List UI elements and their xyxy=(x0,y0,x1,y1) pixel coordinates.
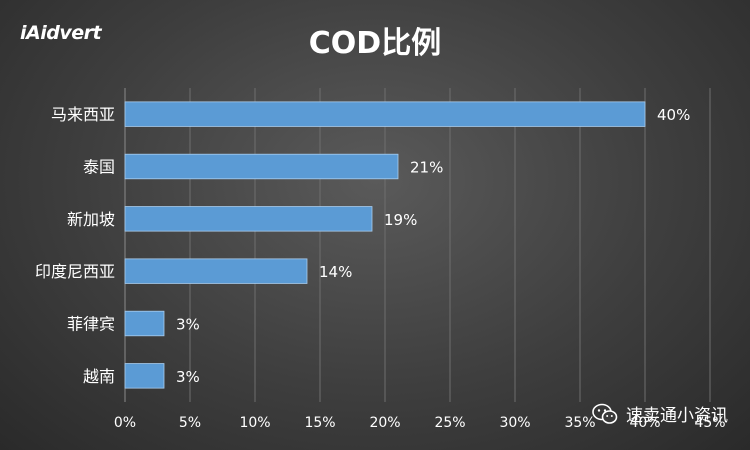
bar xyxy=(124,258,308,284)
x-tick-label: 0% xyxy=(114,415,136,431)
category-label: 新加坡 xyxy=(67,210,115,229)
x-tick-label: 40% xyxy=(629,415,660,431)
data-label: 19% xyxy=(384,211,417,229)
category-label: 马来西亚 xyxy=(51,105,115,124)
bar xyxy=(124,206,373,232)
x-tick-label: 30% xyxy=(499,415,530,431)
data-label: 21% xyxy=(410,159,443,177)
x-tick-label: 10% xyxy=(239,415,270,431)
data-label: 40% xyxy=(657,106,690,124)
watermark: 速卖通小资讯 xyxy=(592,401,728,426)
category-label: 越南 xyxy=(83,367,115,386)
bar xyxy=(124,153,399,180)
bar xyxy=(124,310,165,337)
x-tick-label: 25% xyxy=(434,415,465,431)
x-tick-label: 45% xyxy=(694,415,725,431)
bar xyxy=(124,101,646,127)
x-tick-label: 15% xyxy=(304,415,335,431)
x-tick-label: 20% xyxy=(369,415,400,431)
category-label: 印度尼西亚 xyxy=(35,262,115,281)
x-tick-label: 35% xyxy=(564,415,595,431)
brand-logo: iAidvert xyxy=(20,22,102,44)
x-tick-label: 5% xyxy=(179,415,201,431)
category-label: 泰国 xyxy=(83,158,115,177)
data-label: 3% xyxy=(176,316,200,334)
wechat-icon xyxy=(592,403,618,424)
data-label: 3% xyxy=(176,368,200,386)
watermark-text: 速卖通小资讯 xyxy=(626,406,728,426)
bar xyxy=(124,363,165,389)
data-label: 14% xyxy=(319,263,352,281)
category-label: 菲律宾 xyxy=(67,315,115,334)
chart-title: COD比例 xyxy=(308,26,442,61)
